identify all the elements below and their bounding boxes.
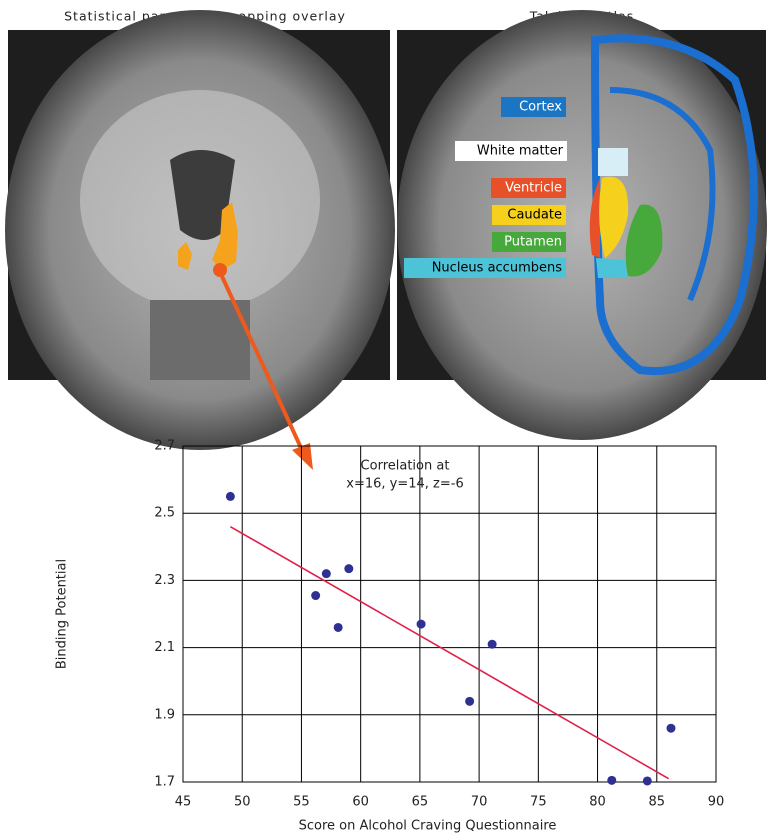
atlas-label: Ventricle <box>505 181 562 196</box>
annotation: x=16, y=14, z=-6 <box>346 477 463 492</box>
x-axis-label: Score on Alcohol Craving Questionnaire <box>299 819 557 834</box>
x-tick-label: 65 <box>412 795 429 810</box>
x-tick-label: 85 <box>649 795 666 810</box>
atlas-label: Caudate <box>507 208 562 223</box>
y-tick-label: 2.3 <box>154 573 175 588</box>
data-point <box>226 492 235 501</box>
left-brain-image <box>5 10 395 450</box>
data-point <box>607 776 616 785</box>
data-point <box>417 620 426 629</box>
atlas-label: White matter <box>477 144 564 159</box>
x-tick-label: 60 <box>352 795 369 810</box>
data-point <box>465 697 474 706</box>
data-point <box>311 591 320 600</box>
x-tick-label: 75 <box>530 795 547 810</box>
figure: Statistical parametric mapping overlay T… <box>0 0 769 838</box>
atlas-label: Nucleus accumbens <box>432 261 563 276</box>
data-point <box>322 569 331 578</box>
y-tick-label: 2.5 <box>154 506 175 521</box>
data-point <box>344 564 353 573</box>
y-axis-label: Binding Potential <box>55 559 70 669</box>
data-point <box>666 724 675 733</box>
x-tick-label: 50 <box>234 795 251 810</box>
data-point <box>643 776 652 785</box>
atlas-label: Cortex <box>519 100 562 115</box>
y-tick-label: 1.7 <box>154 775 175 790</box>
data-point <box>488 640 497 649</box>
x-tick-label: 90 <box>708 795 725 810</box>
y-tick-label: 1.9 <box>154 707 175 722</box>
data-point <box>334 623 343 632</box>
y-tick-label: 2.1 <box>154 640 175 655</box>
right-brain-image <box>397 10 767 440</box>
x-tick-label: 45 <box>175 795 192 810</box>
x-tick-label: 55 <box>293 795 310 810</box>
plot-frame <box>183 446 716 782</box>
scatter-chart: 1.7 1.9 2.1 2.3 2.5 2.7 45 50 55 60 65 70 75 80 85 90 Sc… <box>55 439 725 834</box>
atlas-label: Putamen <box>504 235 562 250</box>
annotation: Correlation at <box>361 459 450 474</box>
x-tick-label: 70 <box>471 795 488 810</box>
x-tick-label: 80 <box>589 795 606 810</box>
y-tick-label: 2.7 <box>154 439 175 454</box>
trend-line <box>230 527 668 779</box>
page: Statistical parametric mapping overlay T… <box>0 0 769 838</box>
